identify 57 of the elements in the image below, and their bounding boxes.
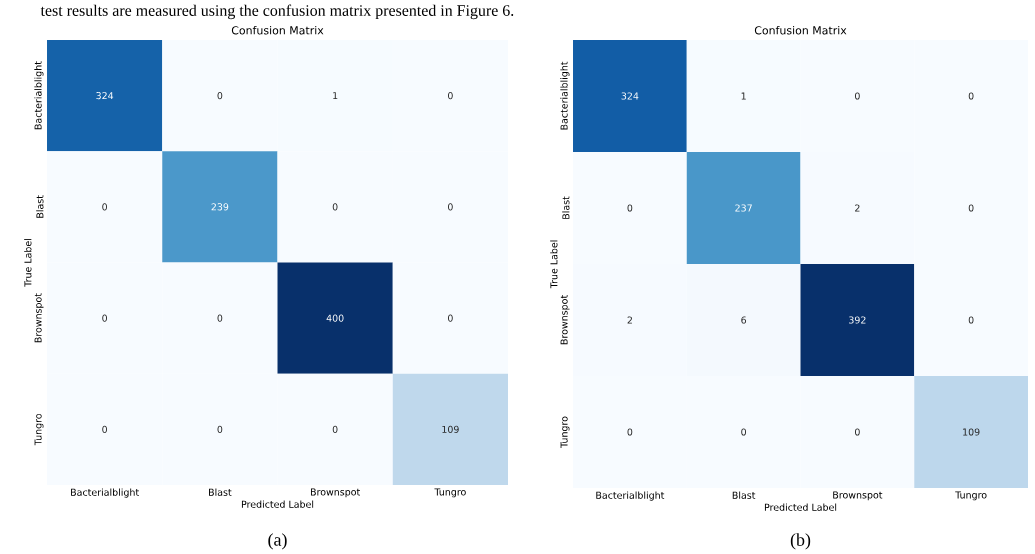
data-label: 0 (217, 92, 223, 100)
y-tick-label: Brownspot (34, 293, 44, 343)
data-label: 0 (627, 428, 633, 436)
y-tick-label: Bacterialblight (34, 61, 44, 130)
data-label: 237 (735, 204, 752, 212)
x-tick-label: Tungro (434, 488, 466, 498)
data-label: 0 (102, 425, 108, 433)
y-axis-title: True Label (24, 239, 32, 287)
y-tick-label: Tungro (34, 413, 44, 446)
data-label: 0 (448, 314, 453, 322)
text: test results are measured using the confusion matrix presented in Figure 6. (40, 4, 514, 20)
chart-title: Confusion Matrix (231, 26, 324, 35)
y-tick-label: Tungro (560, 416, 570, 448)
data-label: 109 (442, 425, 459, 433)
data-label: 2 (855, 204, 860, 212)
data-label: 0 (968, 204, 974, 212)
data-label: 392 (849, 316, 866, 324)
data-label: 324 (96, 92, 114, 100)
data-label: 0 (217, 314, 223, 322)
x-tick-label: Blast (209, 488, 232, 496)
data-label: 0 (855, 92, 860, 100)
x-axis-title: Predicted Label (241, 500, 314, 508)
x-tick-label: Brownspot (833, 491, 883, 501)
x-tick-label: Tungro (955, 491, 987, 501)
data-label: 0 (968, 92, 974, 100)
data-label: 1 (741, 92, 746, 100)
x-tick-label: Bacterialblight (596, 491, 665, 501)
text: (b) (790, 533, 811, 550)
data-label: 0 (627, 204, 633, 212)
data-label: 6 (741, 316, 747, 324)
data-label: 0 (855, 428, 860, 436)
x-tick-label: Brownspot (310, 488, 360, 498)
x-axis-title: Predicted Label (764, 503, 837, 511)
data-label: 109 (963, 428, 980, 436)
data-label: 0 (448, 92, 453, 100)
data-label: 0 (332, 425, 338, 433)
data-label: 0 (741, 428, 747, 436)
data-label: 1 (333, 92, 338, 100)
data-label: 400 (326, 314, 344, 322)
data-label: 0 (102, 203, 108, 211)
y-axis-title: True Label (550, 240, 558, 289)
y-tick-label: Brownspot (560, 295, 570, 345)
y-tick-label: Bacterialblight (560, 61, 570, 130)
data-label: 0 (968, 316, 974, 324)
data-label: 2 (627, 316, 632, 324)
x-tick-label: Blast (732, 491, 756, 499)
text: (a) (268, 533, 287, 550)
data-label: 0 (332, 203, 338, 211)
data-label: 0 (217, 425, 223, 433)
chart-title: Confusion Matrix (754, 26, 847, 35)
x-tick-label: Bacterialblight (71, 488, 139, 498)
y-tick-label: Blast (562, 196, 570, 219)
data-label: 0 (102, 314, 108, 322)
y-tick-label: Blast (36, 195, 44, 218)
data-label: 324 (621, 92, 639, 100)
data-label: 239 (211, 203, 229, 211)
data-label: 0 (448, 203, 453, 211)
